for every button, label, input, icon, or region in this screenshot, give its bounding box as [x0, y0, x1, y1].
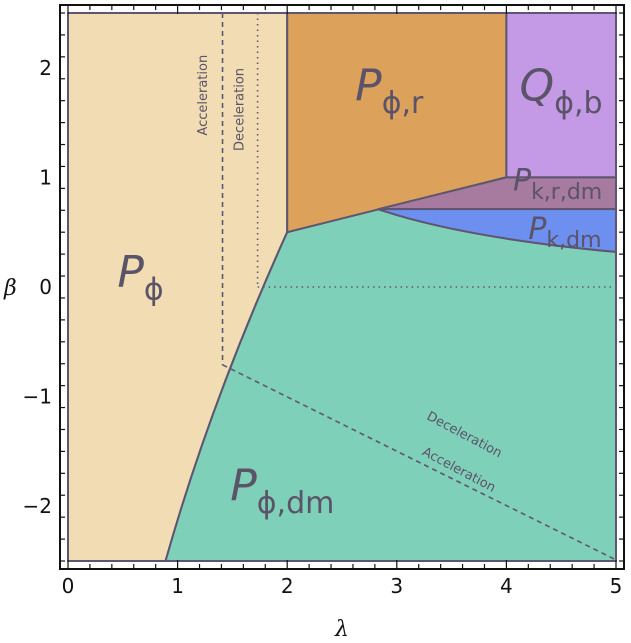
region-label-sub: ϕ,r	[382, 86, 424, 121]
x-tick-label: 5	[610, 574, 623, 598]
region-label-sub: k,r,dm	[531, 180, 602, 205]
y-axis-label: β	[3, 276, 17, 301]
region-label-p-k-r-dm: Pk,r,dm	[513, 164, 602, 205]
region-label-p-phi: Pϕ	[117, 247, 163, 307]
x-tick-label: 0	[62, 574, 75, 598]
region-p-k-dm	[377, 208, 617, 253]
x-tick-label: 4	[500, 574, 513, 598]
x-tick-label: 2	[281, 574, 294, 598]
region-label-p-phi-dm: Pϕ,dm	[230, 461, 334, 521]
region-label-sub: ϕ,b	[554, 86, 602, 121]
region-label-q-phi-b: Qϕ,b	[520, 61, 603, 121]
y-tick-label: −1	[23, 385, 52, 409]
plot-frame	[59, 4, 625, 570]
region-label-p-k-dm: Pk,dm	[528, 212, 601, 253]
x-tick-label: 1	[171, 574, 184, 598]
region-label-sub: k,dm	[546, 228, 601, 253]
y-tick-label: −2	[23, 494, 52, 518]
region-label-p-phi-r: Pϕ,r	[355, 61, 424, 121]
x-axis-label: λ	[334, 617, 349, 642]
boundary-lines-layer	[221, 13, 617, 561]
region-label-sub: ϕ	[144, 272, 164, 307]
axis-ticks-layer: 0 1 2 3 4 5 2 1 0 −1 −2	[23, 5, 624, 598]
region-label-main: P	[528, 212, 547, 247]
frame-rect	[59, 4, 625, 570]
y-tick-label: 2	[39, 56, 52, 80]
boundary-accel-diagonal	[222, 364, 617, 561]
region-label-main: P	[355, 61, 382, 112]
regions-layer	[67, 12, 617, 562]
y-tick-label: 0	[39, 275, 52, 299]
annotation-acceleration: Acceleration	[196, 55, 211, 136]
y-tick-label: 1	[39, 165, 52, 189]
annotation-deceleration: Deceleration	[232, 68, 247, 151]
region-label-main: P	[230, 461, 257, 512]
region-label-main: P	[513, 164, 532, 199]
region-label-main: P	[117, 247, 144, 298]
region-label-main: Q	[520, 61, 555, 112]
x-tick-label: 3	[390, 574, 403, 598]
region-label-sub: ϕ,dm	[257, 486, 335, 521]
